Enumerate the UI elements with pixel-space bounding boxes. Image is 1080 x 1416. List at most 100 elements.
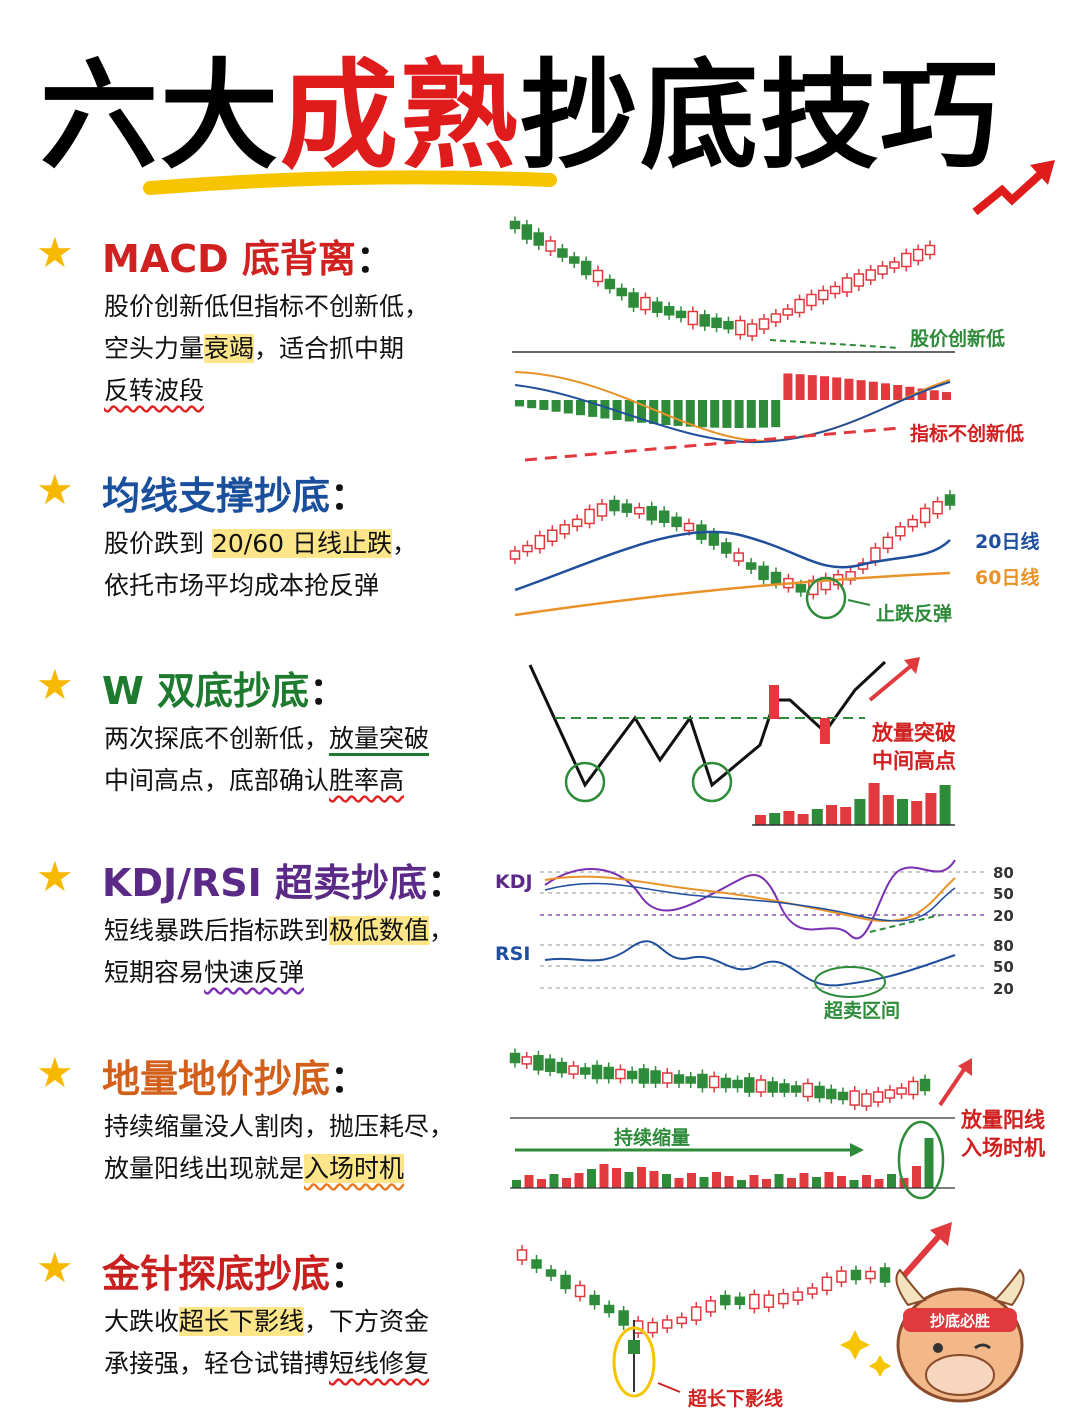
annotation: 持续缩量	[614, 1126, 690, 1149]
volume-bar	[840, 807, 852, 825]
title-arrow	[972, 167, 1048, 216]
heading-text: 金针探底抄底	[102, 1252, 331, 1296]
histogram-bar	[515, 400, 524, 407]
description: 大跌收超长下影线，下方资金 承接强，轻仓试错搏短线修复	[104, 1301, 429, 1385]
volume-bar	[939, 785, 951, 825]
histogram-bar	[588, 400, 598, 417]
histogram-bar	[807, 375, 817, 400]
mascot-eye	[933, 1343, 943, 1353]
histogram-bar	[929, 390, 939, 400]
candle	[820, 718, 830, 744]
title-text: 六大	[40, 47, 281, 185]
candle	[559, 524, 570, 535]
badge-text: 抄底必胜	[930, 1312, 990, 1330]
candle	[841, 277, 853, 293]
text: ，适合抓中期	[254, 334, 405, 363]
colon: ：	[330, 1057, 369, 1101]
candle	[790, 1085, 802, 1093]
histogram-bar	[551, 400, 561, 412]
candle	[919, 1078, 931, 1092]
title-highlight: 成熟	[280, 47, 521, 185]
heading-text: KDJ/RSI 超卖抄底	[102, 861, 428, 905]
star-icon: ★	[36, 228, 74, 277]
histogram-bar	[539, 400, 549, 410]
highlight-circle	[897, 1120, 945, 1200]
candle	[744, 1077, 755, 1093]
candle	[603, 1304, 615, 1314]
volume-bar	[649, 1171, 659, 1188]
candle	[853, 273, 865, 287]
candle	[591, 1064, 603, 1080]
text: ，下方资金	[304, 1307, 430, 1336]
highlight: 短线修复	[329, 1349, 430, 1378]
candle	[746, 323, 758, 337]
volume-bar	[812, 1177, 821, 1188]
star-icon: ★	[36, 1243, 74, 1292]
candle	[646, 506, 657, 521]
histogram-bar	[893, 385, 903, 400]
candle	[690, 1306, 702, 1321]
line	[847, 599, 871, 606]
candle	[534, 534, 546, 550]
annotation: 20日线	[975, 530, 1039, 553]
candle	[865, 1270, 876, 1280]
candle	[568, 1065, 579, 1075]
candle	[697, 1073, 708, 1089]
candle	[837, 1091, 849, 1101]
candle	[662, 1072, 673, 1084]
candle	[723, 320, 734, 330]
text: 两次探底不创新低，	[104, 724, 330, 753]
candle	[806, 293, 817, 307]
candle	[640, 296, 651, 311]
histogram-bar	[795, 374, 805, 400]
candle	[533, 1055, 544, 1071]
candle	[861, 1093, 872, 1107]
volume-bar	[762, 1179, 771, 1188]
text: 股价跌到	[104, 529, 212, 558]
candle	[560, 1274, 571, 1290]
description: 短线暴跌后指标跌到极低数值， 短期容易快速反弹	[104, 910, 454, 994]
volume-bar	[799, 1173, 809, 1188]
section-heading: W 双底抄底：	[102, 660, 347, 715]
volume-bar	[769, 813, 781, 825]
candle	[628, 292, 639, 308]
candle	[531, 1259, 542, 1269]
candle	[652, 301, 663, 313]
volume-bar	[912, 1166, 921, 1188]
annotation: 止跌反弹	[876, 602, 952, 625]
volume-bar	[811, 809, 823, 825]
annotation: 超卖区间	[823, 999, 900, 1022]
star-icon: ★	[36, 852, 74, 901]
arrow-head	[850, 1143, 864, 1157]
histogram-bar	[685, 400, 695, 427]
candle	[580, 1067, 591, 1075]
candle	[770, 313, 782, 323]
annotation: 股价创新低	[910, 327, 1005, 350]
candle	[544, 1058, 556, 1072]
candle	[912, 248, 924, 262]
section-heading: 均线支撑抄底：	[102, 465, 368, 520]
candle	[592, 269, 604, 283]
candle	[708, 532, 720, 546]
annotation: KDJ	[495, 871, 533, 893]
histogram-bar	[771, 400, 781, 428]
heading-text: W 双底抄底	[102, 669, 310, 713]
candle	[621, 503, 633, 513]
line	[657, 1382, 681, 1393]
candle	[604, 278, 616, 290]
annotation: 80	[993, 937, 1014, 955]
volume-bar	[699, 1177, 709, 1188]
volume-bar	[897, 799, 908, 825]
text: 持续缩量没人割肉，抛压耗尽，	[104, 1112, 455, 1141]
candle	[901, 252, 912, 268]
sparkle	[840, 1330, 870, 1360]
histogram-bar	[917, 388, 927, 400]
mascot-snout	[925, 1354, 995, 1396]
candle	[522, 544, 533, 553]
colon: ：	[330, 1252, 369, 1296]
candle	[769, 685, 779, 719]
star-icon: ★	[36, 660, 74, 709]
title: 六大成熟抄底技巧	[40, 20, 1000, 191]
annotation: RSI	[495, 943, 530, 965]
candle	[758, 565, 769, 581]
